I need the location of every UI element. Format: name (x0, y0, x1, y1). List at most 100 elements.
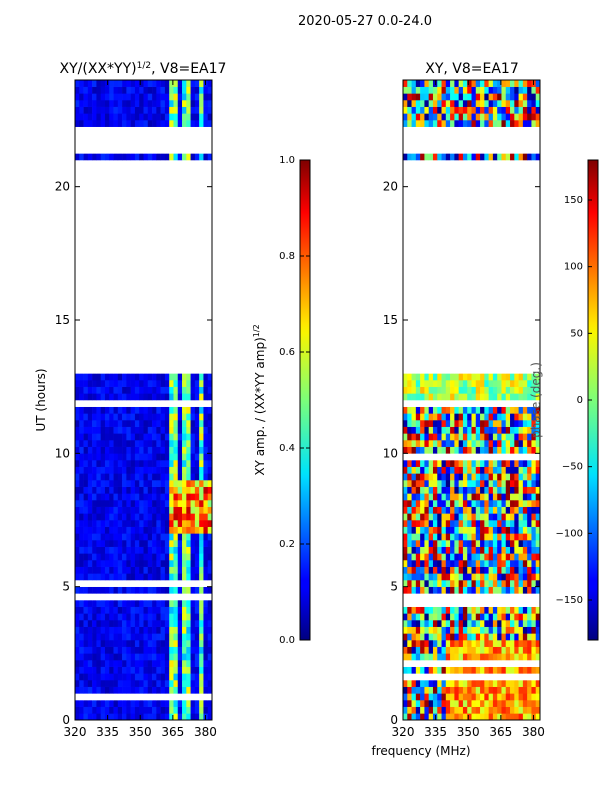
heatmap-cell (139, 240, 144, 247)
heatmap-cell (207, 166, 213, 174)
heatmap-cell (190, 253, 196, 261)
heatmap-cell (475, 420, 481, 427)
heatmap-cell (117, 220, 123, 227)
heatmap-cell (139, 246, 144, 254)
heatmap-cell (480, 533, 485, 541)
heatmap-cell (92, 160, 97, 167)
heatmap-cell (130, 520, 136, 527)
heatmap-cell (113, 406, 119, 414)
heatmap-cell (83, 346, 89, 354)
heatmap-cell (92, 266, 97, 274)
heatmap-cell (432, 373, 438, 381)
heatmap-cell (207, 673, 213, 681)
heatmap-cell (497, 386, 502, 394)
heatmap-cell (75, 600, 80, 607)
heatmap-cell (194, 306, 200, 314)
heatmap-cell (143, 586, 149, 594)
heatmap-cell (92, 680, 97, 687)
heatmap-cell (497, 393, 502, 401)
heatmap-cell (432, 586, 438, 594)
heatmap-cell (156, 486, 161, 494)
heatmap-cell (458, 500, 464, 507)
heatmap-cell (441, 346, 447, 354)
heatmap-cell (428, 606, 434, 614)
heatmap-cell (415, 713, 421, 721)
heatmap-cell (113, 680, 119, 687)
heatmap-cell (104, 513, 110, 521)
heatmap-cell (156, 520, 161, 527)
heatmap-cell (75, 213, 80, 221)
heatmap-cell (441, 586, 447, 594)
heatmap-cell (505, 500, 511, 507)
heatmap-cell (75, 126, 80, 134)
heatmap-cell (501, 700, 507, 707)
heatmap-cell (182, 280, 187, 287)
heatmap-cell (203, 373, 209, 381)
heatmap-cell (420, 346, 425, 354)
heatmap-cell (492, 426, 498, 434)
heatmap-cell (480, 420, 485, 427)
heatmap-cell (497, 700, 502, 707)
heatmap-cell (531, 600, 537, 607)
heatmap-cell (75, 566, 80, 574)
heatmap-cell (156, 580, 161, 587)
heatmap-cell (113, 86, 119, 94)
heatmap-cell (535, 620, 541, 627)
heatmap-cell (143, 160, 149, 167)
heatmap-cell (173, 653, 179, 661)
heatmap-cell (186, 493, 191, 501)
heatmap-cell (104, 286, 110, 294)
heatmap-cell (130, 280, 136, 287)
heatmap-cell (75, 480, 80, 487)
heatmap-cell (134, 306, 140, 314)
heatmap-cell (182, 346, 187, 354)
heatmap-cell (109, 486, 114, 494)
heatmap-cell (518, 533, 524, 541)
heatmap-cell (462, 700, 468, 707)
heatmap-cell (194, 706, 200, 714)
heatmap-cell (122, 106, 127, 114)
heatmap-cell (505, 700, 511, 707)
heatmap-cell (147, 593, 153, 601)
heatmap-cell (527, 506, 532, 514)
heatmap-cell (450, 353, 455, 361)
heatmap-cell (411, 600, 417, 607)
heatmap-cell (437, 386, 442, 394)
heatmap-cell (143, 393, 149, 401)
heatmap-cell (505, 566, 511, 574)
heatmap-cell (471, 433, 477, 441)
heatmap-cell (497, 686, 502, 694)
heatmap-cell (117, 620, 123, 627)
heatmap-cell (156, 213, 161, 221)
heatmap-cell (75, 360, 80, 367)
heatmap-cell (139, 526, 144, 534)
heatmap-cell (147, 713, 153, 721)
heatmap-cell (403, 473, 408, 481)
heatmap-cell (194, 660, 200, 667)
heatmap-cell (194, 293, 200, 301)
heatmap-cell (134, 480, 140, 487)
heatmap-cell (109, 613, 114, 621)
heatmap-cell (104, 393, 110, 401)
heatmap-cell (96, 180, 101, 187)
heatmap-cell (480, 446, 485, 454)
heatmap-cell (458, 660, 464, 667)
heatmap-cell (424, 633, 429, 641)
heatmap-cell (454, 420, 459, 427)
heatmap-cell (462, 513, 468, 521)
heatmap-cell (126, 226, 131, 234)
heatmap-cell (143, 633, 149, 641)
heatmap-cell (420, 540, 425, 547)
heatmap-cell (199, 206, 204, 214)
heatmap-cell (497, 633, 502, 641)
heatmap-cell (104, 660, 110, 667)
heatmap-cell (403, 366, 408, 374)
heatmap-cell (480, 600, 485, 607)
heatmap-cell (428, 326, 434, 334)
amplitude-ylabel: UT (hours) (34, 368, 48, 431)
heatmap-cell (173, 680, 179, 687)
heatmap-cell (147, 226, 153, 234)
heatmap-cell (113, 546, 119, 554)
heatmap-cell (83, 480, 89, 487)
heatmap-cell (152, 526, 157, 534)
